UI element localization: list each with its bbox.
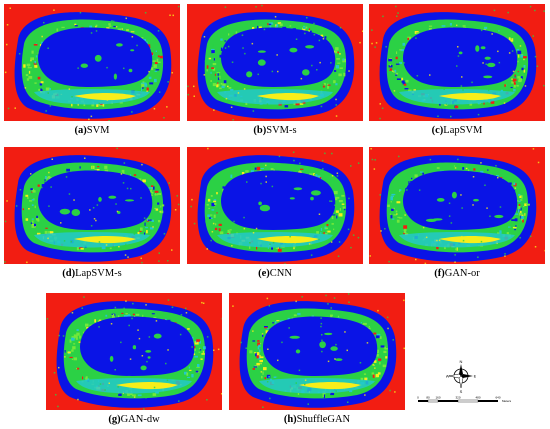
compass-e: E	[474, 374, 476, 379]
classification-map	[4, 4, 180, 121]
panel-caption: (c)LapSVM	[431, 125, 483, 136]
panel-c: (c)LapSVM	[369, 4, 545, 136]
panel-h: (h)ShuffleGAN	[229, 293, 405, 425]
classification-map	[46, 293, 222, 410]
scale-tick-label: 0	[417, 396, 419, 400]
panel-caption: (a)SVM	[74, 125, 110, 136]
panel-caption: (f)GAN-or	[434, 268, 480, 279]
scale-tick-label: 80	[426, 396, 430, 400]
panel-b: (b)SVM-s	[187, 4, 363, 136]
panel-caption: (b)SVM-s	[253, 125, 297, 136]
panel-caption: (e)CNN	[258, 268, 292, 279]
scale-unit: Meters	[502, 399, 512, 403]
classification-map	[369, 147, 545, 264]
classification-map	[187, 4, 363, 121]
panel-e: (e)CNN	[187, 147, 363, 279]
scale-tick-label: 640	[495, 396, 500, 400]
panel-caption: (h)ShuffleGAN	[283, 414, 351, 425]
panel-f: (f)GAN-or	[369, 147, 545, 279]
classification-map	[187, 147, 363, 264]
panel-a: (a)SVM	[4, 4, 180, 136]
scale-tick-label: 480	[475, 396, 480, 400]
panel-g: (g)GAN-dw	[46, 293, 222, 425]
classification-map	[369, 4, 545, 121]
compass-s: S	[460, 389, 463, 394]
compass-w: W	[446, 374, 450, 379]
panel-caption: (d)LapSVM-s	[62, 268, 122, 279]
compass-n: N	[460, 359, 463, 364]
panel-d: (d)LapSVM-s	[4, 147, 180, 279]
classification-map	[229, 293, 405, 410]
panel-caption: (g)GAN-dw	[108, 414, 160, 425]
classification-map	[4, 147, 180, 264]
scale-tick-label: 160	[435, 396, 440, 400]
scale-tick-label: 320	[455, 396, 460, 400]
compass-rose-icon: N S E W	[446, 359, 476, 394]
scale-bar: 0 80 160 320 480 640 Meters	[417, 396, 512, 404]
